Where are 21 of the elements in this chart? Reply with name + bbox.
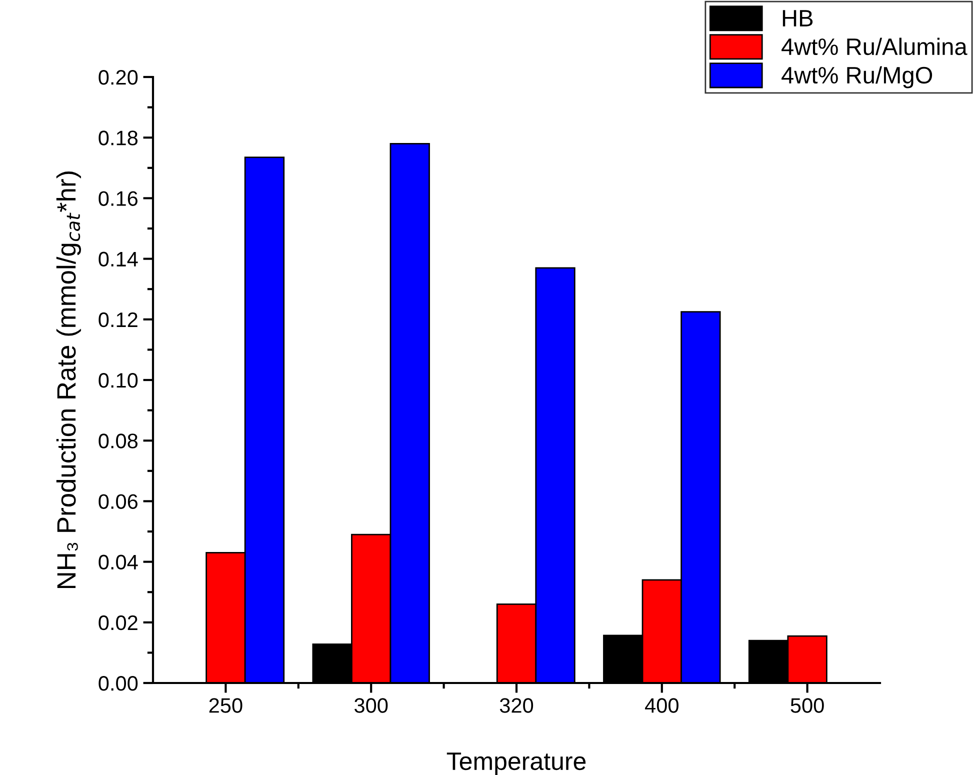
y-tick-label: 0.02: [98, 615, 138, 630]
y-tick-label: 0.20: [98, 70, 138, 85]
x-tick-label: 500: [790, 698, 824, 713]
y-tick-label: 0.08: [98, 434, 138, 448]
x-tick-label: 400: [645, 698, 678, 713]
y-tick-label: 0.06: [98, 494, 138, 509]
y-tick-label: 0.00: [98, 676, 138, 691]
legend-label: 4wt% Ru/Alumina: [782, 38, 968, 56]
x-axis-title: Temperature: [446, 752, 586, 775]
y-tick-label: 0.12: [98, 312, 138, 328]
legend-label: 4wt% Ru/MgO: [782, 66, 932, 88]
x-tick-label: 300: [354, 698, 388, 713]
x-tick-label: 320: [500, 698, 534, 713]
y-axis-title: NH₃ Production Rate (mmol/g$_{cat}$*hr): [56, 172, 81, 588]
legend-label: HB: [782, 10, 813, 26]
y-tick-label: 0.14: [98, 252, 138, 267]
y-tick-label: 0.10: [98, 373, 138, 388]
y-tick-label: 0.18: [98, 130, 138, 146]
y-tick-label: 0.16: [98, 191, 138, 206]
y-tick-label: 0.04: [98, 554, 138, 570]
x-tick-label: 250: [209, 698, 242, 713]
